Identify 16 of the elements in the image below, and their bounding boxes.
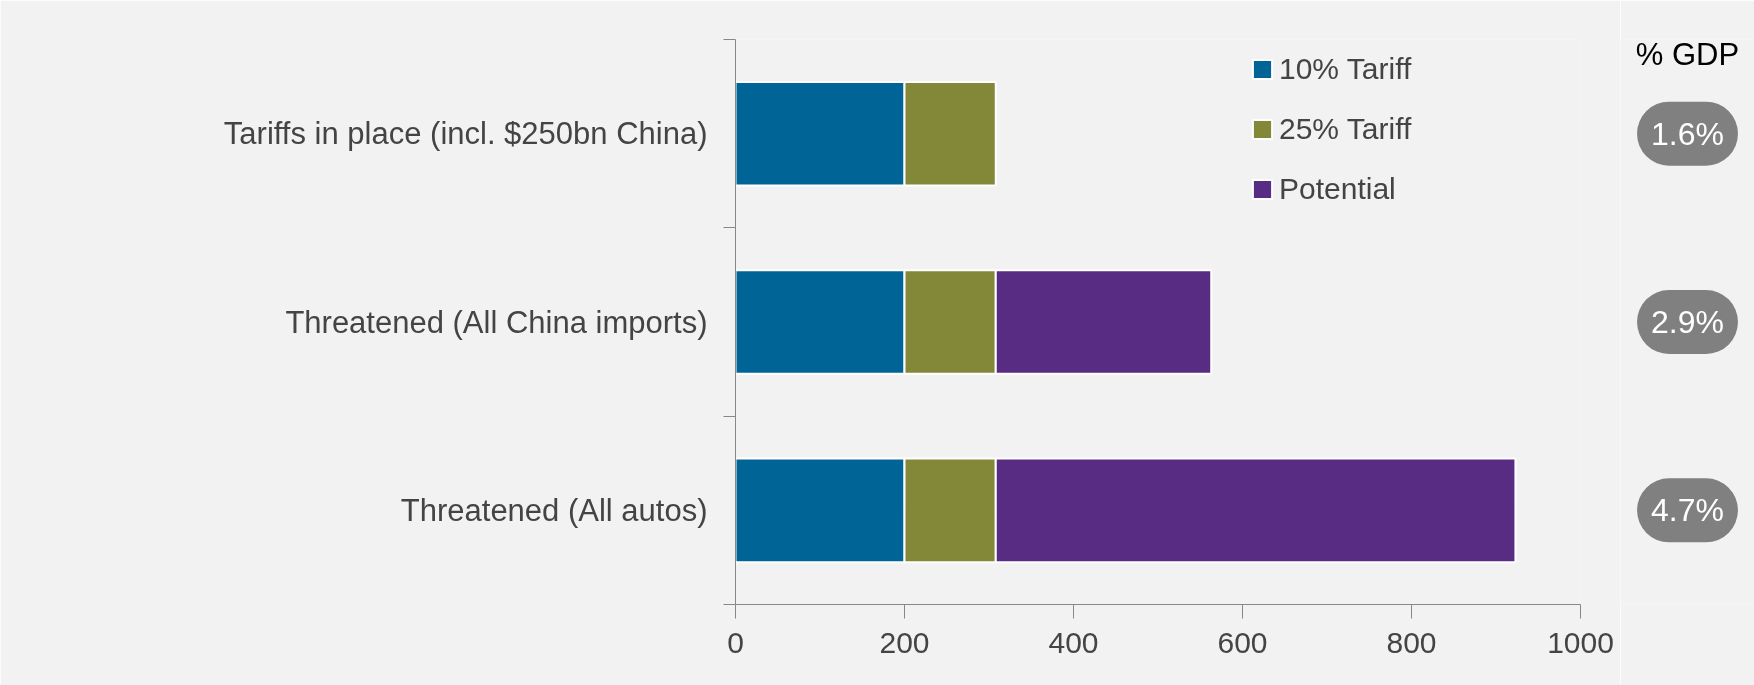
x-tick-label: 600 [1217, 625, 1268, 659]
x-tick-label: 800 [1386, 625, 1437, 659]
y-tick-label: Threatened (All autos) [400, 492, 708, 528]
text: 2.9% [1651, 304, 1724, 340]
legend-label: 10% Tariff [1279, 51, 1412, 87]
x-tick-label: 1000 [1547, 625, 1614, 659]
x-tick-label: 0 [727, 625, 744, 659]
text: 4.7% [1651, 492, 1724, 529]
x-tick-label: 400 [1048, 625, 1099, 659]
text: 1.6% [1651, 115, 1724, 152]
y-tick-label: Threatened (All China imports) [285, 304, 708, 340]
text: % GDP [1635, 37, 1740, 73]
legend-label: Potential [1279, 171, 1396, 207]
y-tick-label: Tariffs in place (incl. $250bn China) [223, 116, 708, 152]
legend-label: 25% Tariff [1279, 111, 1412, 147]
x-tick-label: 200 [879, 625, 930, 659]
